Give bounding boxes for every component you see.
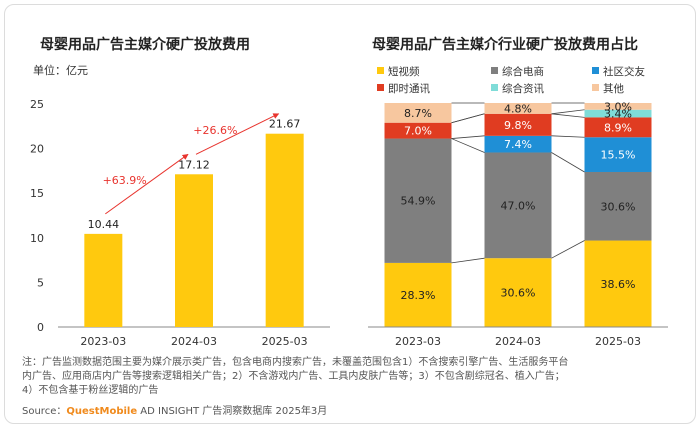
stack-segment — [584, 240, 652, 327]
legend-label: 社区交友 — [603, 65, 645, 78]
segment-label: 8.9% — [604, 121, 632, 134]
source-line: Source：QuestMobile AD INSIGHT 广告洞察数据库 20… — [22, 402, 327, 417]
y-unit-label: 单位：亿元 — [33, 63, 88, 77]
bar — [175, 174, 213, 327]
stack-segment — [484, 113, 552, 136]
legend-label: 综合资讯 — [502, 82, 544, 95]
y-tick-label: 20 — [30, 143, 44, 156]
connector-line — [551, 135, 585, 138]
footnote-line: 内广告、应用商店内广告等搜索逻辑相关广告；2）不含游戏内广告、工具内皮肤广告等；… — [22, 371, 565, 382]
left-chart-title: 母婴用品广告主媒介硬广投放费用 — [40, 37, 250, 53]
stack-segment — [484, 258, 552, 327]
stack-segment — [584, 109, 652, 118]
segment-label: 47.0% — [501, 199, 536, 212]
bar — [84, 233, 123, 327]
legend-swatch — [377, 67, 384, 74]
legend-swatch — [491, 84, 498, 91]
segment-label: 7.0% — [404, 125, 432, 138]
y-tick-label: 25 — [30, 98, 44, 111]
segment-label: 3.0% — [604, 100, 632, 113]
legend-swatch — [491, 67, 498, 74]
segment-label: 7.4% — [504, 138, 532, 151]
bar-value-label: 21.67 — [269, 118, 301, 131]
connector-line — [551, 240, 585, 259]
stack-segment — [384, 122, 452, 139]
segment-label: 3.4% — [604, 108, 632, 121]
footnote: 注：广告监测数据范围主要为媒介展示类广告，包含电商内搜索广告，未覆盖范围包含1）… — [22, 356, 682, 398]
legend-label: 综合电商 — [502, 65, 544, 78]
x-tick-label: 2025-03 — [262, 335, 308, 348]
legend-label: 其他 — [603, 82, 624, 95]
x-tick-label: 2025-03 — [595, 335, 641, 348]
legend-label: 短视频 — [388, 65, 420, 78]
segment-label: 8.7% — [404, 107, 432, 120]
footnote-line: 注：广告监测数据范围主要为媒介展示类广告，包含电商内搜索广告，未覆盖范围包含1）… — [22, 357, 569, 368]
connector-line — [551, 113, 585, 118]
y-tick-label: 10 — [30, 232, 44, 245]
y-tick-label: 0 — [37, 321, 44, 334]
stack-segment — [384, 138, 452, 263]
connector-line — [451, 113, 485, 124]
connector-line — [451, 257, 485, 264]
stack-segment — [384, 262, 452, 327]
segment-label: 30.6% — [501, 287, 536, 300]
segment-label: 38.6% — [601, 278, 636, 291]
report-card — [4, 4, 696, 424]
segment-label: 28.3% — [401, 289, 436, 302]
segment-label: 54.9% — [401, 195, 436, 208]
bar — [265, 133, 304, 327]
connector-line — [551, 109, 585, 115]
stack-segment — [384, 103, 452, 123]
growth-label: +63.9% — [103, 174, 147, 187]
stack-segment — [484, 135, 552, 153]
bar-value-label: 17.12 — [178, 158, 210, 171]
stack-segment — [584, 117, 652, 138]
connector-line — [451, 135, 485, 139]
x-tick-label: 2024-03 — [171, 335, 217, 348]
stack-segment — [484, 152, 552, 259]
bar-value-label: 10.44 — [88, 218, 120, 231]
x-tick-label: 2024-03 — [495, 335, 541, 348]
connector-line — [551, 152, 585, 173]
legend-swatch — [592, 84, 599, 91]
segment-label: 4.8% — [504, 102, 532, 115]
connector-line — [451, 138, 485, 153]
y-tick-label: 15 — [30, 187, 44, 200]
y-tick-label: 5 — [37, 276, 44, 289]
stack-segment — [584, 103, 652, 110]
stack-segment — [484, 103, 552, 114]
segment-label: 30.6% — [601, 200, 636, 213]
x-tick-label: 2023-03 — [395, 335, 441, 348]
segment-label: 9.8% — [504, 119, 532, 132]
footnote-line: 4）不包含基于粉丝逻辑的广告 — [22, 385, 159, 396]
x-tick-label: 2023-03 — [80, 335, 126, 348]
source-prefix: Source： — [22, 406, 67, 417]
legend-label: 即时通讯 — [388, 82, 430, 95]
source-brand: QuestMobile — [66, 406, 138, 417]
legend-swatch — [592, 67, 599, 74]
stack-segment — [584, 137, 652, 172]
growth-arrow — [105, 153, 189, 215]
source-suffix: AD INSIGHT 广告洞察数据库 2025年3月 — [137, 406, 328, 417]
growth-arrow — [195, 113, 280, 155]
right-chart-title: 母婴用品广告主媒介行业硬广投放费用占比 — [372, 37, 638, 53]
growth-label: +26.6% — [193, 124, 237, 137]
stack-segment — [584, 171, 652, 241]
legend-swatch — [377, 84, 384, 91]
segment-label: 15.5% — [601, 149, 636, 162]
